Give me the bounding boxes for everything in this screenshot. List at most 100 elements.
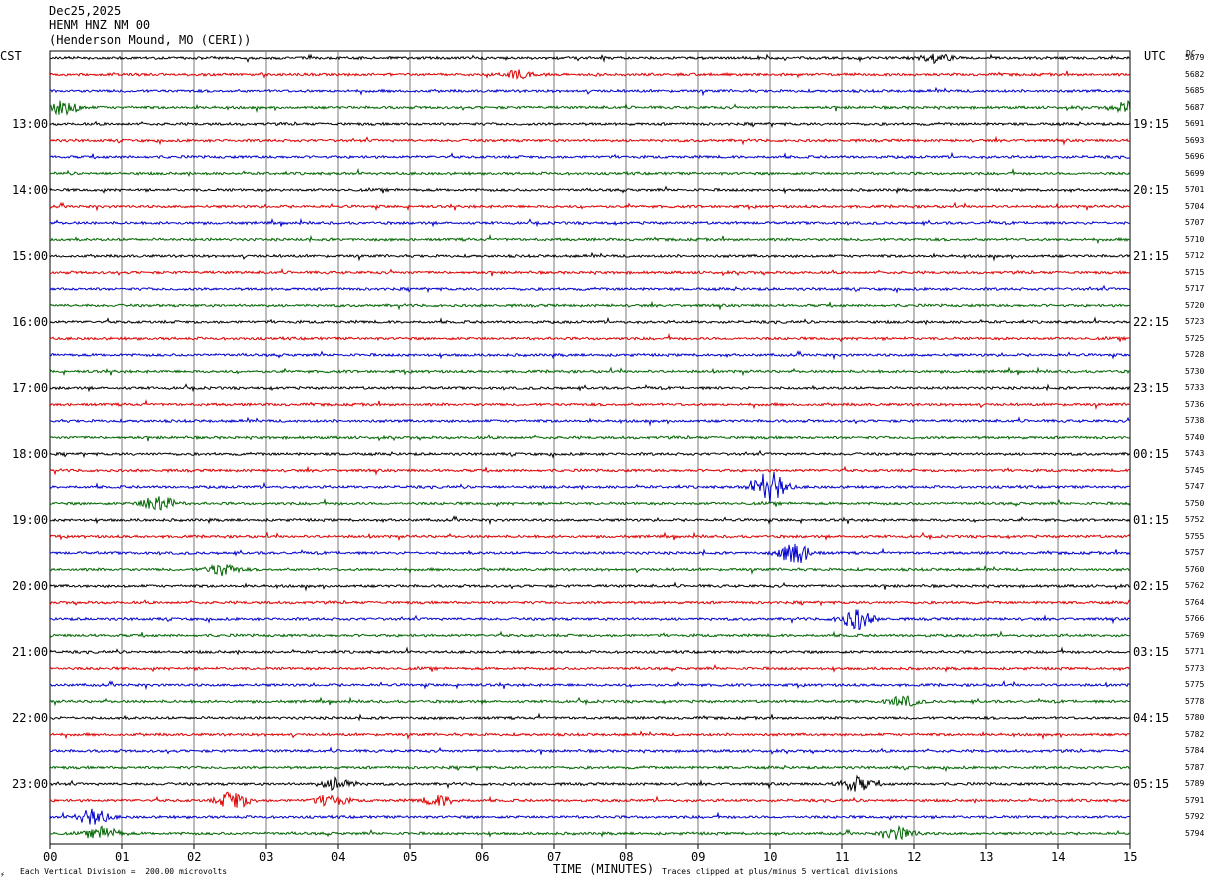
x-tick-label: 03: [259, 850, 274, 864]
cst-hour-label: 21:00: [12, 645, 49, 659]
x-tick-label: 13: [979, 850, 994, 864]
station-label: HENM HNZ NM 00: [49, 18, 151, 32]
x-tick-label: 12: [907, 850, 922, 864]
dc-value-label: 5717: [1185, 284, 1205, 293]
dc-value-label: 5787: [1185, 762, 1205, 772]
dc-value-label: 5691: [1185, 119, 1205, 128]
trace-line: [49, 167, 1131, 178]
dc-value-label: 5752: [1185, 515, 1205, 524]
trace-line: [50, 416, 1131, 427]
seismic-traces: [49, 53, 1131, 841]
x-axis-title: TIME (MINUTES): [553, 862, 655, 876]
x-tick-label: 11: [835, 850, 850, 864]
trace-line: [49, 449, 1131, 459]
trace-line: [49, 774, 1131, 792]
dc-value-label: 5791: [1185, 795, 1205, 805]
dc-value-label: 5720: [1185, 300, 1205, 310]
dc-value-label: 5685: [1185, 86, 1205, 95]
dc-value-label: 5687: [1185, 102, 1205, 112]
date-label: Dec25,2025: [49, 4, 122, 18]
trace-line: [49, 350, 1131, 361]
dc-value-label: 5723: [1185, 317, 1205, 326]
dc-value-label: 5764: [1185, 597, 1205, 607]
utc-hour-label: 03:15: [1133, 645, 1170, 659]
utc-hour-label: 00:15: [1133, 447, 1170, 461]
trace-line: [50, 217, 1130, 228]
trace-line: [49, 185, 1131, 195]
dc-value-label: 5715: [1185, 267, 1205, 277]
dc-value-label: 5725: [1185, 333, 1205, 343]
dc-value-label: 5792: [1185, 812, 1205, 821]
trace-line: [49, 366, 1131, 377]
dc-value-label: 5704: [1185, 201, 1205, 211]
dc-value-label: 5679: [1185, 53, 1205, 62]
dc-value-label: 5738: [1185, 416, 1205, 425]
trace-line: [49, 531, 1131, 542]
dc-value-label: 5782: [1185, 729, 1205, 739]
cst-hour-label: 13:00: [12, 117, 49, 131]
trace-line: [49, 234, 1131, 245]
dc-value-label: 5710: [1185, 234, 1205, 244]
x-tick-label: 06: [475, 850, 490, 864]
trace-line: [49, 599, 1131, 607]
dc-value-label: 5780: [1185, 713, 1205, 722]
trace-line: [49, 543, 1131, 563]
trace-line: [49, 791, 1131, 809]
clip-note: Traces clipped at plus/minus 5 vertical …: [662, 867, 899, 876]
trace-line: [49, 86, 1131, 97]
x-tick-label: 15: [1123, 850, 1138, 864]
trace-line: [49, 609, 1131, 631]
grid-lines: [49, 50, 1131, 849]
trace-line: [49, 472, 1131, 504]
trace-line: [49, 563, 1131, 577]
x-tick-label: 10: [763, 850, 778, 864]
trace-line: [49, 746, 1131, 755]
dc-value-label: 5757: [1185, 548, 1205, 557]
trace-line: [49, 764, 1131, 773]
dc-value-label: 5766: [1185, 614, 1205, 623]
trace-line: [49, 99, 1131, 117]
trace-line: [49, 300, 1131, 311]
dc-value-label: 5740: [1185, 432, 1205, 442]
dc-value-label: 5769: [1185, 630, 1205, 640]
x-tick-label: 00: [43, 850, 58, 864]
plot-frame: [49, 50, 1131, 845]
location-label: (Henderson Mound, MO (CERI)): [49, 33, 252, 47]
dc-value-label: 5784: [1185, 746, 1205, 755]
cst-hour-label: 18:00: [12, 447, 49, 461]
utc-hour-label: 21:15: [1133, 249, 1170, 263]
trace-line: [49, 712, 1131, 722]
right-timezone-label: UTC: [1144, 49, 1166, 63]
trace-line: [49, 730, 1131, 741]
dc-value-label: 5730: [1185, 366, 1205, 376]
dc-value-label: 5696: [1185, 152, 1205, 161]
trace-line: [49, 383, 1131, 393]
dc-value-label: 5733: [1185, 383, 1205, 392]
trace-line: [49, 267, 1131, 277]
trace-line: [49, 679, 1131, 691]
x-tick-label: 14: [1051, 850, 1066, 864]
x-tick-label: 05: [403, 850, 418, 864]
dc-value-label: 5775: [1185, 680, 1205, 689]
dc-value-label: 5794: [1185, 828, 1205, 838]
x-tick-label: 08: [619, 850, 634, 864]
trace-line: [49, 581, 1131, 592]
scale-note: Each Vertical Division = 200.00 microvol…: [20, 867, 228, 876]
utc-hour-label: 20:15: [1133, 183, 1170, 197]
dc-value-label: 5771: [1185, 647, 1205, 656]
trace-line: [49, 284, 1131, 294]
x-tick-label: 07: [547, 850, 562, 864]
cst-hour-label: 20:00: [12, 579, 49, 593]
dc-value-label: 5760: [1185, 564, 1205, 574]
dc-value-label: 5789: [1185, 779, 1205, 788]
dc-header-label: DC: [1186, 49, 1196, 58]
x-tick-label: 09: [691, 850, 706, 864]
left-timezone-label: CST: [0, 49, 22, 63]
trace-line: [49, 53, 1131, 65]
trace-line: [49, 515, 1131, 526]
x-tick-label: 01: [115, 850, 130, 864]
dc-value-label: 5693: [1185, 135, 1205, 145]
dc-value-label: 5747: [1185, 482, 1205, 491]
utc-hour-label: 22:15: [1133, 315, 1170, 329]
